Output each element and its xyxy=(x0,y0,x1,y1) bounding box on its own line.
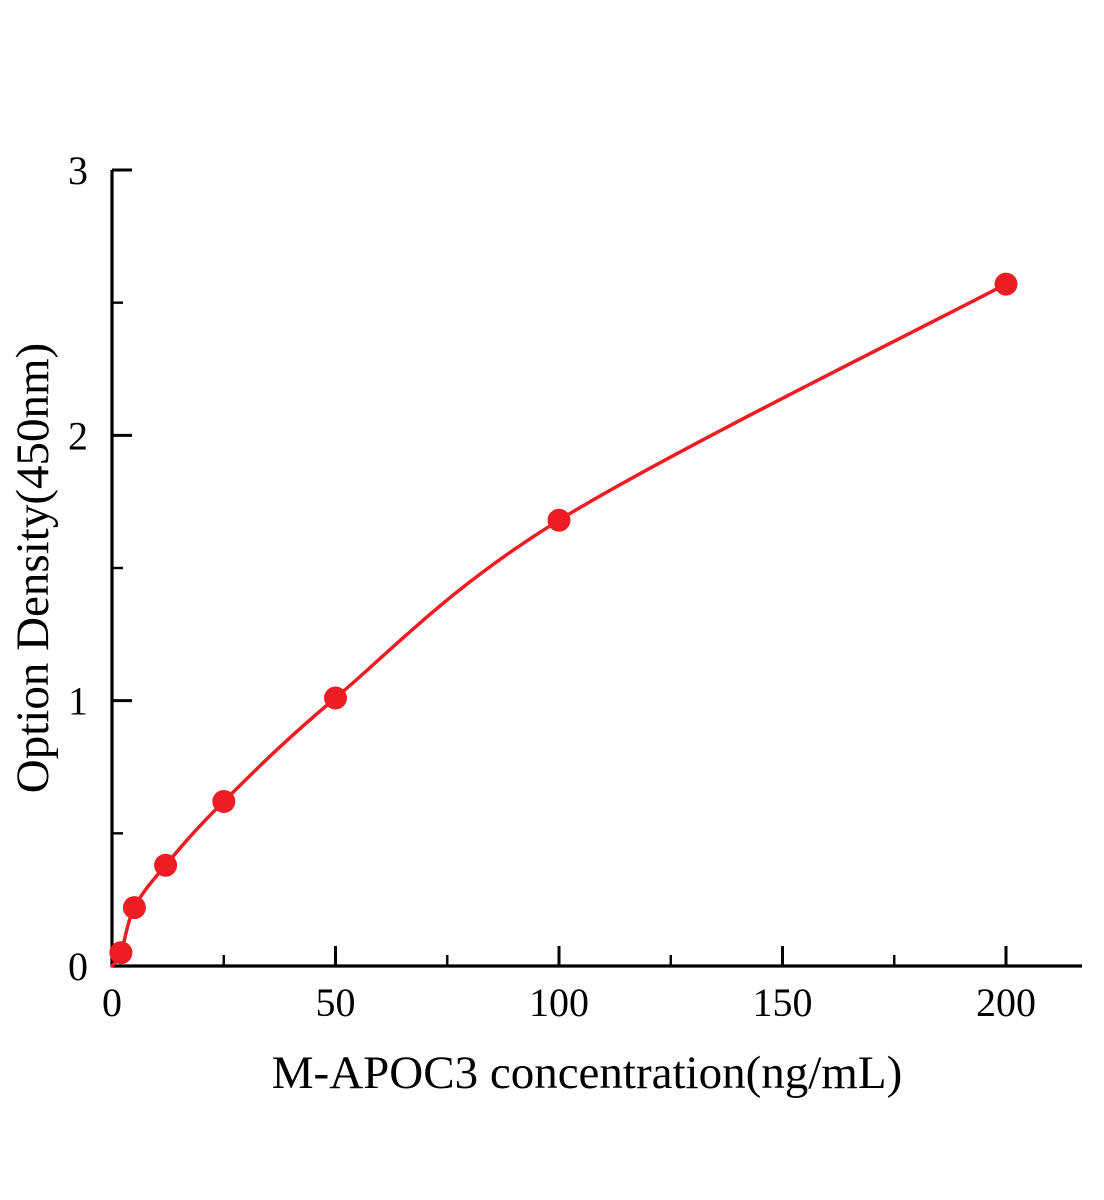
data-point xyxy=(122,896,146,920)
x-axis-title: M-APOC3 concentration(ng/mL) xyxy=(272,1047,902,1099)
data-point xyxy=(212,790,236,813)
x-tick-label: 200 xyxy=(976,980,1036,1025)
y-tick-label: 0 xyxy=(68,944,88,989)
data-point xyxy=(994,272,1018,296)
data-point xyxy=(324,686,347,710)
x-tick-label: 150 xyxy=(753,980,813,1025)
fit-curve xyxy=(110,282,1008,968)
x-tick-label: 50 xyxy=(316,980,356,1025)
x-tick-label: 0 xyxy=(102,980,122,1025)
y-axis-title: Option Density(450nm) xyxy=(7,343,59,793)
data-point xyxy=(154,853,178,877)
y-tick-label: 3 xyxy=(68,148,88,193)
data-point xyxy=(547,508,571,532)
y-tick-label: 1 xyxy=(68,679,88,724)
data-point xyxy=(109,941,133,965)
y-tick-label: 2 xyxy=(68,413,88,458)
x-tick-label: 100 xyxy=(529,980,589,1025)
